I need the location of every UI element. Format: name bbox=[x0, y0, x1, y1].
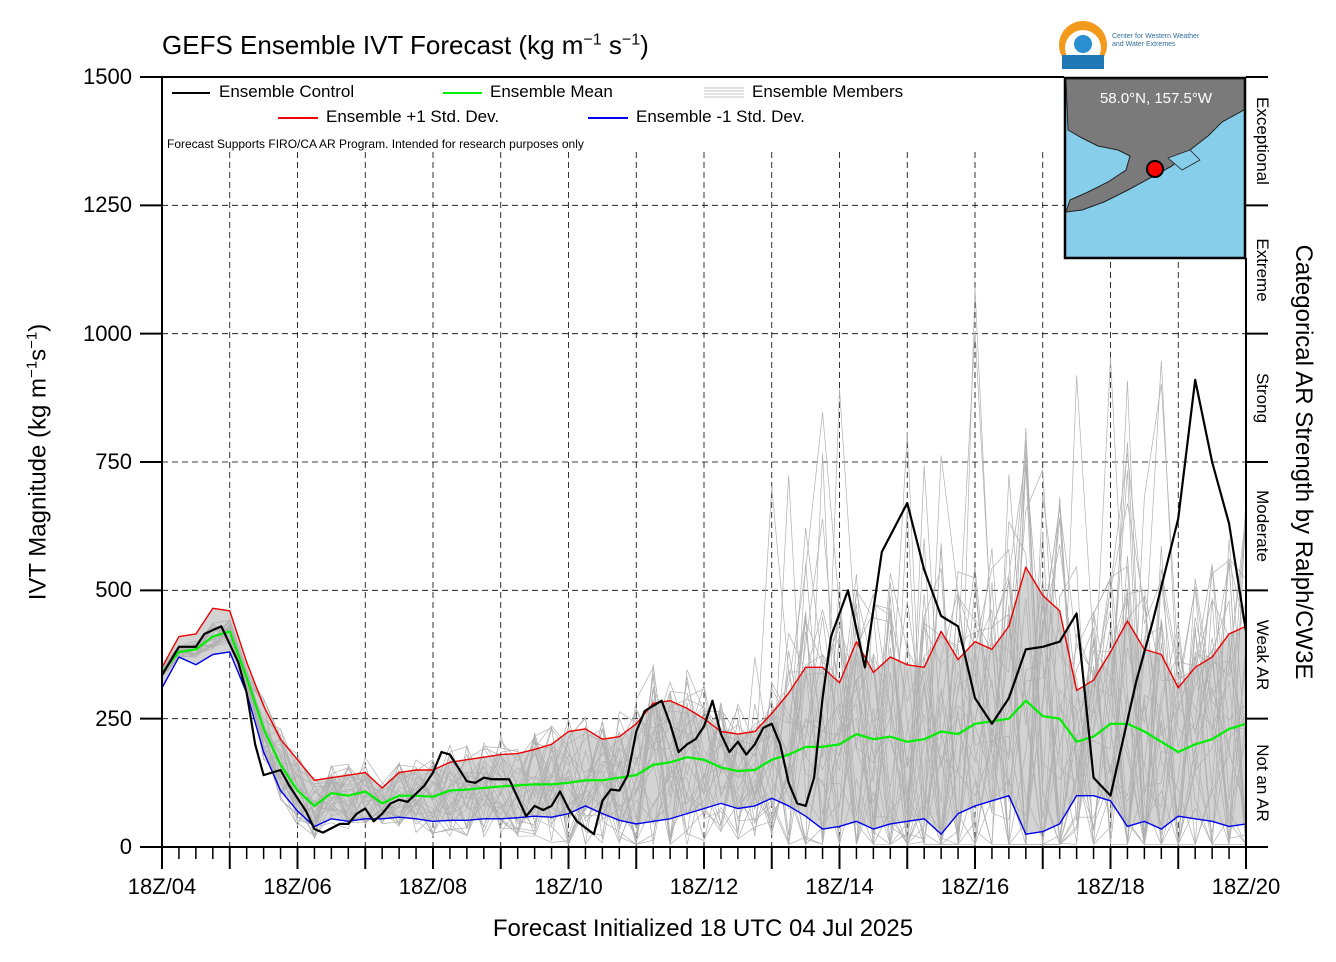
legend-control: Ensemble Control bbox=[219, 82, 355, 101]
member-line bbox=[161, 380, 1247, 846]
x-tick-label: 18Z/04 bbox=[127, 874, 197, 899]
y-tick-label: 0 bbox=[119, 834, 132, 859]
x-tick-label: 18Z/08 bbox=[398, 874, 468, 899]
x-axis-label: Forecast Initialized 18 UTC 04 Jul 2025 bbox=[492, 915, 914, 942]
member-line bbox=[161, 453, 1247, 846]
chart-note: Forecast Supports FIRO/CA AR Program. In… bbox=[167, 137, 584, 151]
ensemble-members bbox=[161, 287, 1247, 846]
y-tick-label: 500 bbox=[95, 577, 132, 603]
y-axis-label: IVT Magnitude (kg m−1s−1) bbox=[23, 323, 52, 601]
member-line bbox=[161, 412, 1247, 845]
right-axis-label: Categorical AR Strength by Ralph/CW3E bbox=[1290, 244, 1317, 680]
category-label: Strong bbox=[1253, 372, 1272, 423]
x-tick-label: 18Z/10 bbox=[534, 874, 603, 899]
mean-line bbox=[161, 630, 1247, 808]
category-label: Weak AR bbox=[1253, 619, 1272, 690]
cw3e-logo-icon bbox=[1059, 21, 1107, 69]
control-line bbox=[161, 378, 1248, 836]
location-marker-icon bbox=[1146, 160, 1164, 178]
member-line bbox=[161, 520, 1247, 846]
logo-text: Center for Western Weather and Water Extr… bbox=[1112, 33, 1200, 48]
member-line bbox=[161, 470, 1247, 846]
x-tick-label: 18Z/20 bbox=[1211, 874, 1281, 899]
member-line bbox=[161, 486, 1247, 845]
category-label: Moderate bbox=[1253, 490, 1272, 563]
member-line bbox=[161, 383, 1247, 845]
x-tick-label: 18Z/16 bbox=[940, 874, 1010, 899]
std-dev-spread bbox=[162, 567, 1246, 835]
spread-band bbox=[162, 567, 1246, 835]
series-lines bbox=[161, 378, 1248, 836]
y-tick-label: 1500 bbox=[83, 64, 132, 89]
inset-bay bbox=[1167, 149, 1201, 171]
axes bbox=[140, 76, 1268, 869]
category-label: Not an AR bbox=[1253, 744, 1272, 822]
member-line bbox=[161, 330, 1247, 846]
location-inset-map bbox=[1063, 76, 1247, 260]
member-line bbox=[161, 432, 1247, 846]
member-line bbox=[161, 528, 1247, 846]
category-label: Exceptional bbox=[1253, 97, 1272, 186]
x-tick-label: 18Z/18 bbox=[1076, 874, 1145, 899]
legend-swatches bbox=[172, 87, 744, 119]
logo-water bbox=[1062, 55, 1104, 69]
member-line bbox=[161, 469, 1246, 846]
legend-mean: Ensemble Mean bbox=[490, 82, 613, 101]
x-tick-label: 18Z/06 bbox=[263, 874, 332, 899]
legend-plus-sd: Ensemble +1 Std. Dev. bbox=[326, 107, 500, 126]
member-line bbox=[161, 360, 1247, 846]
legend-members: Ensemble Members bbox=[752, 82, 904, 101]
y-tick-label: 1000 bbox=[83, 320, 132, 346]
member-line bbox=[161, 567, 1247, 845]
member-line bbox=[161, 357, 1247, 845]
legend-minus-sd: Ensemble -1 Std. Dev. bbox=[636, 107, 805, 126]
logo-drop bbox=[1074, 35, 1092, 53]
minus-sd-line bbox=[161, 651, 1247, 835]
category-label: Extreme bbox=[1253, 237, 1272, 302]
inset-land bbox=[1065, 78, 1245, 213]
member-line bbox=[161, 512, 1247, 846]
x-tick-label: 18Z/14 bbox=[805, 874, 874, 899]
y-tick-label: 1250 bbox=[83, 192, 132, 218]
y-tick-label: 250 bbox=[95, 705, 132, 731]
x-tick-label: 18Z/12 bbox=[669, 874, 739, 899]
plus-sd-line bbox=[161, 566, 1247, 789]
chart-title: GEFS Ensemble IVT Forecast (kg m−1 s−1) bbox=[162, 30, 649, 60]
inset-location-label: 58.0°N, 157.5°W bbox=[1099, 90, 1213, 107]
grid-lines bbox=[162, 152, 1246, 847]
y-tick-label: 750 bbox=[95, 449, 132, 474]
